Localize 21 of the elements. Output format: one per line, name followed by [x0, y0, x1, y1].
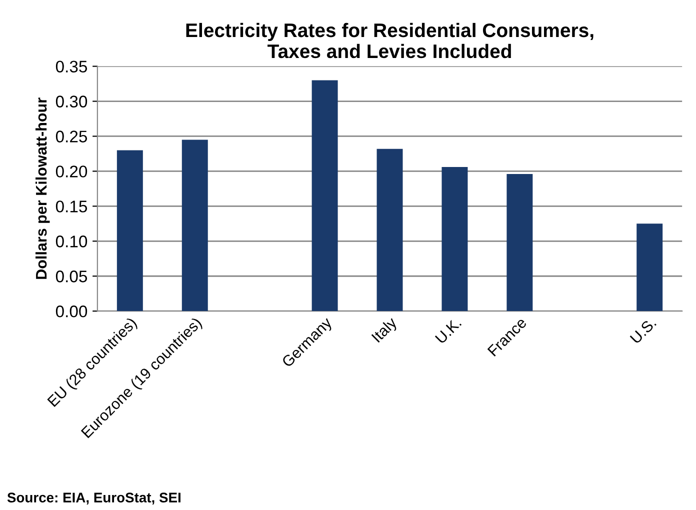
y-tick-label: 0.15 — [56, 200, 88, 212]
source-note: Source: EIA, EuroStat, SEI — [7, 492, 180, 504]
y-axis-title: Dollars per Kilowatt-hour — [35, 98, 50, 279]
y-tick-label: 0.20 — [56, 166, 88, 178]
x-tick-label: U.S. — [630, 317, 657, 344]
y-tick-label: 0.35 — [56, 60, 88, 73]
y-tick-label: 0.30 — [56, 96, 88, 108]
y-tick-label: 0.05 — [56, 270, 88, 282]
bar — [182, 140, 208, 312]
bar — [506, 174, 533, 312]
bar — [376, 148, 403, 312]
bar — [442, 167, 468, 312]
x-tick-label: U.K. — [434, 317, 462, 344]
y-tick-label: 0.25 — [56, 130, 88, 142]
bar — [116, 150, 143, 312]
bar — [312, 80, 338, 312]
chart-title: Electricity Rates for Residential Consumers, Taxes and Levies Included — [186, 22, 594, 58]
bar — [636, 224, 663, 312]
x-tick-label: Italy — [370, 316, 400, 345]
y-tick-label: 0.10 — [56, 236, 88, 248]
y-tick-label: 0.00 — [56, 306, 88, 318]
